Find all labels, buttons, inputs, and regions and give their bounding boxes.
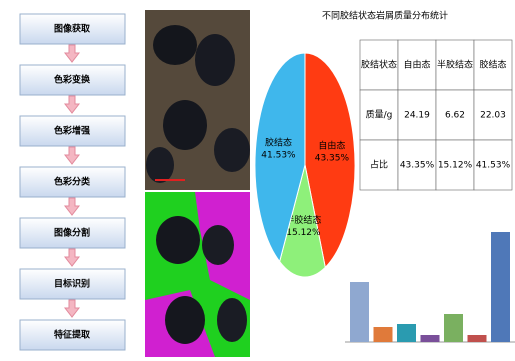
table-text: 43.35% <box>400 161 435 171</box>
pie-slice <box>254 52 306 263</box>
table-cell <box>397 39 437 91</box>
arrow <box>63 248 81 267</box>
step-label: 色彩增强 <box>54 125 90 137</box>
step-box <box>19 13 126 45</box>
table-cell <box>473 89 513 141</box>
table-text: 15.12% <box>438 161 473 171</box>
step-box <box>19 115 126 147</box>
pie-chart: 自由态 43.35% 半胶结态 15.12% 胶结态 41.53% <box>254 52 356 278</box>
chart-title: 不同胶结状态岩屑质量分布统计 <box>322 10 448 22</box>
pie-slice <box>279 164 326 278</box>
table-cell <box>435 139 475 191</box>
slice-value: 41.53% <box>261 150 296 160</box>
arrow <box>63 44 81 63</box>
step-label: 色彩变换 <box>54 74 91 86</box>
step-label: 图像获取 <box>54 23 91 35</box>
bar-chart <box>345 232 515 343</box>
slice-value: 15.12% <box>286 228 321 238</box>
table-text: 质量/g <box>366 109 393 121</box>
table-text: 占比 <box>370 159 388 171</box>
table-cell <box>435 39 475 91</box>
table-text: 24.19 <box>404 111 430 121</box>
bar <box>444 314 463 342</box>
table-text: 6.62 <box>445 111 465 121</box>
arrow <box>63 197 81 216</box>
step-box <box>19 217 126 249</box>
photo-classified <box>145 192 250 357</box>
bar <box>420 335 440 342</box>
step-label: 目标识别 <box>54 278 90 290</box>
table-text: 41.53% <box>476 161 511 171</box>
table-text: 胶结态 <box>479 59 506 71</box>
arrow <box>63 95 81 114</box>
table-cell <box>359 39 399 91</box>
table-cell <box>473 139 513 191</box>
step-label: 图像分割 <box>54 227 90 239</box>
slice-value: 43.35% <box>315 154 350 164</box>
step-box <box>19 268 126 300</box>
bar <box>491 232 510 342</box>
step-box <box>19 64 126 96</box>
table-text: 自由态 <box>403 59 430 71</box>
slice-label: 半胶结态 <box>285 214 321 226</box>
bar <box>397 324 416 342</box>
slice-label: 自由态 <box>318 140 345 152</box>
table-text: 半胶结态 <box>437 59 473 71</box>
table-cell <box>473 39 513 91</box>
table-text: 胶结状态 <box>361 59 397 71</box>
arrow <box>63 146 81 165</box>
step-box <box>19 319 126 351</box>
step-label: 色彩分类 <box>54 176 91 188</box>
photo-original <box>145 10 250 190</box>
table-cell <box>435 89 475 141</box>
arrow <box>63 299 81 318</box>
table-text: 22.03 <box>480 111 506 121</box>
step-box <box>19 166 126 198</box>
bar <box>350 282 369 342</box>
bar <box>467 335 487 342</box>
step-label: 特征提取 <box>54 329 91 341</box>
pie-slice <box>304 52 356 269</box>
slice-label: 胶结态 <box>265 136 292 148</box>
bar <box>373 327 393 342</box>
